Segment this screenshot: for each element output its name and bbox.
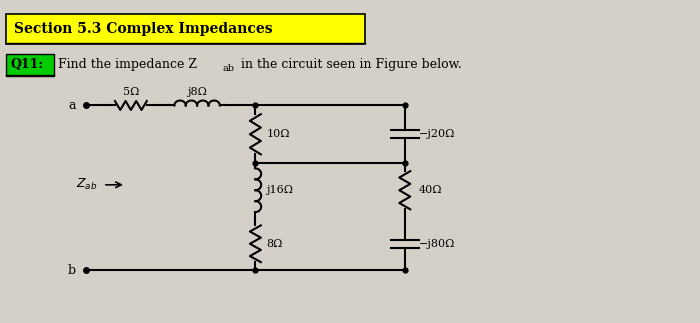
- Text: ab: ab: [223, 64, 234, 73]
- Text: $Z_{ab}$: $Z_{ab}$: [76, 177, 97, 193]
- Text: a: a: [69, 99, 76, 112]
- Text: b: b: [68, 264, 76, 276]
- Text: Find the impedance Z: Find the impedance Z: [58, 58, 197, 71]
- Text: −j20Ω: −j20Ω: [419, 129, 455, 139]
- Text: 40Ω: 40Ω: [419, 185, 442, 195]
- Text: j16Ω: j16Ω: [266, 185, 293, 195]
- Text: in the circuit seen in Figure below.: in the circuit seen in Figure below.: [237, 58, 462, 71]
- Text: Section 5.3 Complex Impedances: Section 5.3 Complex Impedances: [14, 22, 273, 36]
- Text: j8Ω: j8Ω: [187, 87, 207, 97]
- Text: Q11:: Q11:: [10, 58, 43, 71]
- Text: −j80Ω: −j80Ω: [419, 239, 455, 249]
- Text: 8Ω: 8Ω: [266, 239, 283, 249]
- Bar: [6, 14, 365, 44]
- Text: 10Ω: 10Ω: [266, 129, 290, 139]
- Text: 5Ω: 5Ω: [122, 87, 139, 97]
- Bar: [6, 54, 54, 76]
